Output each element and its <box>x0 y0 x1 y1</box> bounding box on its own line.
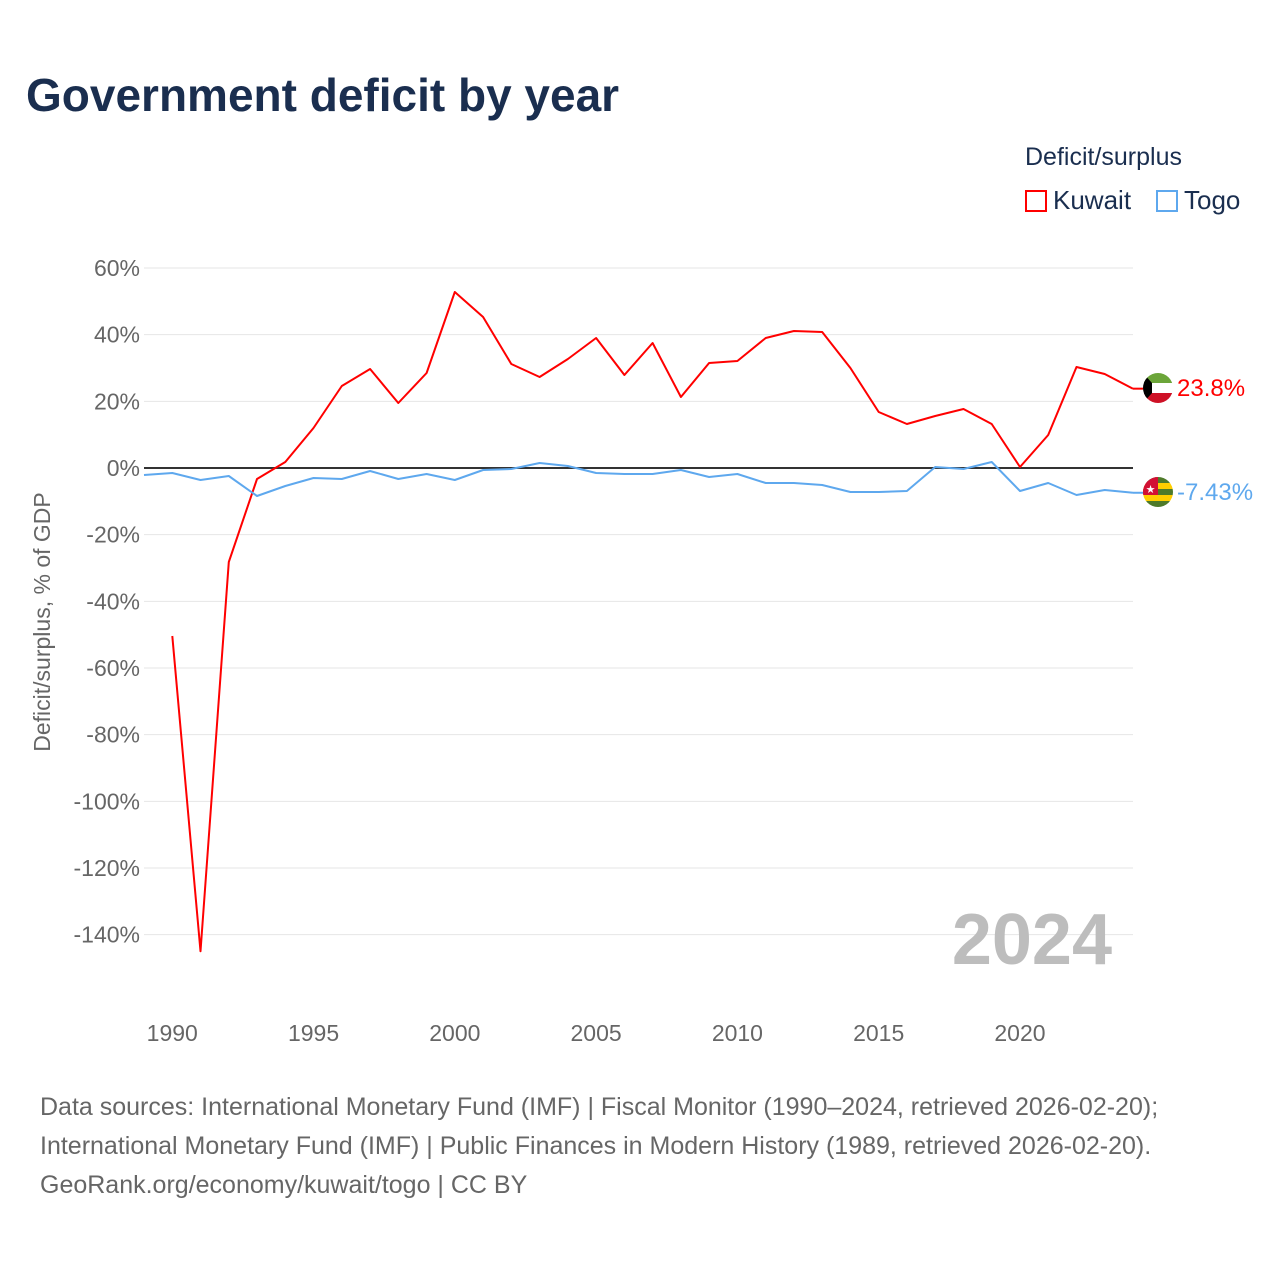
series-line-kuwait <box>171 291 1134 953</box>
legend-swatch <box>1156 189 1178 212</box>
y-tick-label: -20% <box>86 522 140 548</box>
x-tick-label: 2000 <box>429 1020 480 1046</box>
legend-label: Togo <box>1184 185 1241 215</box>
y-tick-label: -120% <box>74 855 140 881</box>
x-tick-label: 2015 <box>853 1020 904 1046</box>
x-tick-label: 2010 <box>712 1020 763 1046</box>
x-tick-label: 2020 <box>994 1020 1045 1046</box>
y-axis-label: Deficit/surplus, % of GDP <box>29 492 55 751</box>
y-tick-label: 60% <box>94 255 140 281</box>
y-tick-label: 20% <box>94 388 140 414</box>
sources: Data sources: International Monetary Fun… <box>40 1088 1158 1205</box>
chart-title: Government deficit by year <box>26 69 620 121</box>
kuwait-flag-icon <box>1143 373 1173 403</box>
source-line: Data sources: International Monetary Fun… <box>40 1093 1159 1121</box>
year-label: 2024 <box>952 900 1112 980</box>
y-tick-label: 0% <box>107 455 140 481</box>
x-tick-label: 2005 <box>571 1020 622 1046</box>
svg-text:★: ★ <box>1146 484 1156 496</box>
legend-label: Kuwait <box>1053 185 1132 215</box>
source-link[interactable]: GeoRank.org/economy/kuwait/togo | CC BY <box>40 1171 528 1199</box>
legend-item-kuwait[interactable]: Kuwait <box>1025 185 1131 216</box>
y-tick-label: -80% <box>86 722 140 748</box>
source-line: International Monetary Fund (IMF) | Publ… <box>40 1132 1152 1160</box>
legend-title: Deficit/surplus <box>1025 143 1182 171</box>
y-tick-label: -140% <box>74 922 140 948</box>
legend-item-togo[interactable]: Togo <box>1156 185 1240 216</box>
x-tick-label: 1990 <box>147 1020 198 1046</box>
legend-swatch <box>1025 189 1047 212</box>
x-tick-label: 1995 <box>288 1020 339 1046</box>
y-tick-label: 40% <box>94 322 140 348</box>
y-tick-label: -60% <box>86 655 140 681</box>
y-tick-label: -100% <box>74 788 140 814</box>
end-value-label-kuwait: 23.8% <box>1177 375 1245 402</box>
y-tick-label: -40% <box>86 588 140 614</box>
togo-flag-icon: ★ <box>1143 477 1173 507</box>
end-value-label-togo: -7.43% <box>1177 479 1253 506</box>
series-line-togo <box>143 461 1134 497</box>
